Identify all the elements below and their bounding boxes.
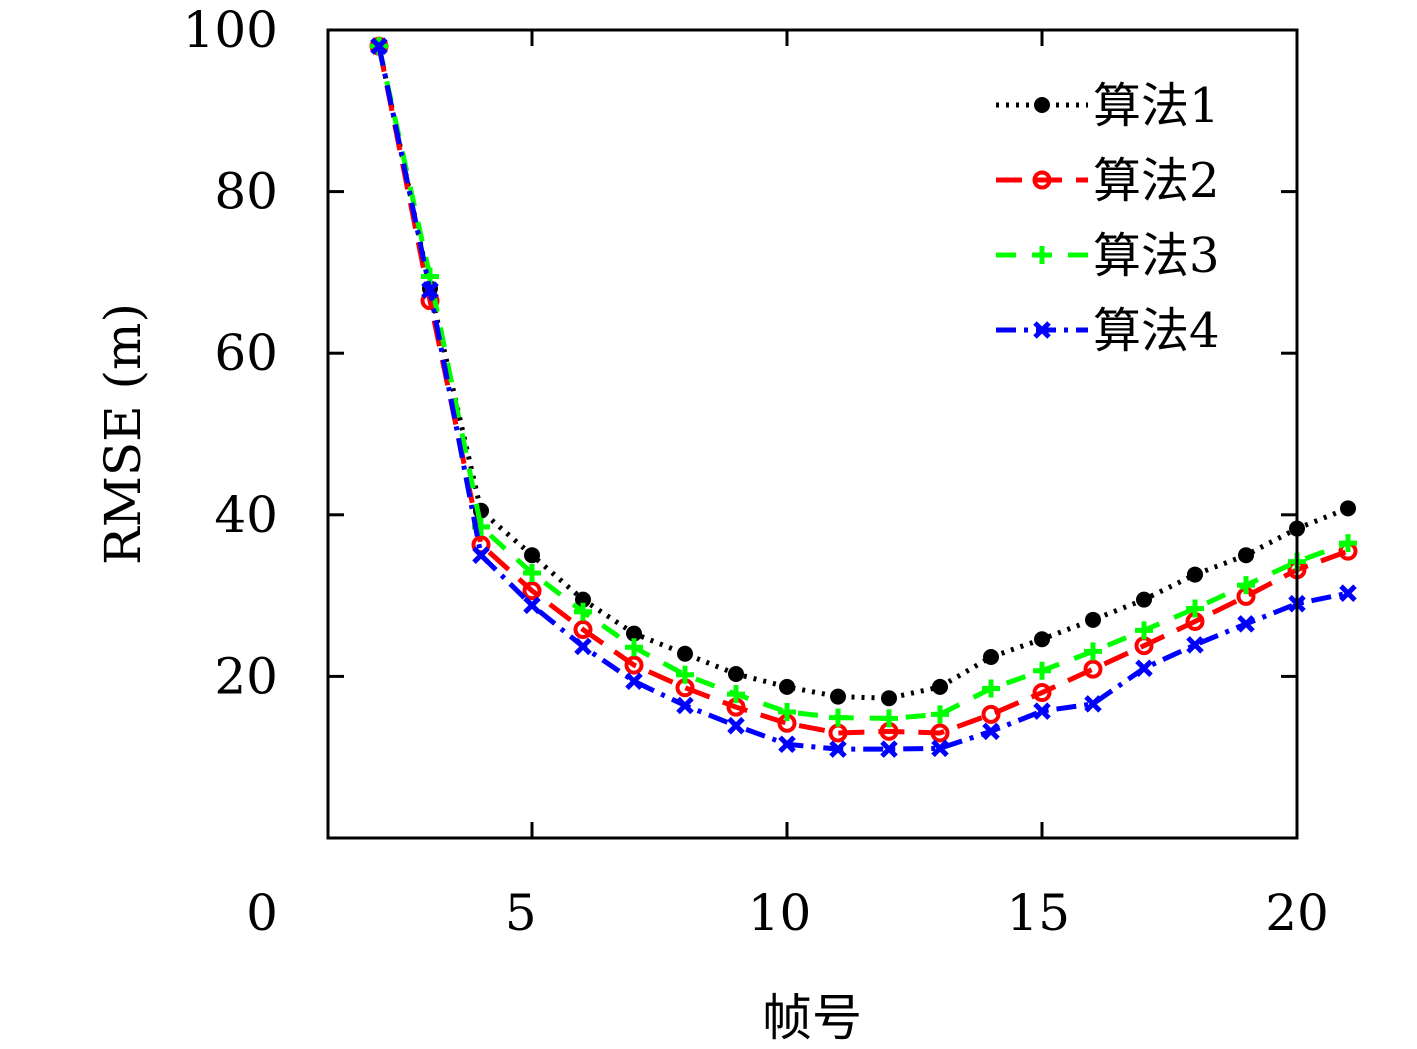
data-point-series-1 bbox=[1187, 566, 1203, 583]
data-point-series-4 bbox=[523, 596, 541, 615]
data-point-series-4 bbox=[931, 739, 949, 758]
x-tick-label: 5 bbox=[505, 884, 537, 942]
data-point-series-2 bbox=[1083, 659, 1103, 679]
x-tick-label: 20 bbox=[1265, 884, 1329, 942]
data-point-series-3 bbox=[574, 602, 592, 621]
data-point-series-1 bbox=[524, 547, 540, 564]
series-line-4 bbox=[376, 45, 1349, 752]
data-point-series-3 bbox=[931, 705, 949, 724]
y-tick-label: 60 bbox=[214, 324, 278, 382]
x-tick-label: 10 bbox=[748, 884, 812, 942]
data-point-series-2 bbox=[522, 581, 542, 601]
data-point-series-4 bbox=[1135, 659, 1153, 678]
data-point-series-3 bbox=[1237, 576, 1255, 595]
data-point-series-4 bbox=[1339, 584, 1357, 602]
data-point-series-1 bbox=[1136, 591, 1152, 608]
data-point-series-3 bbox=[727, 685, 745, 704]
data-point-series-4 bbox=[727, 716, 745, 735]
data-point-series-4 bbox=[1084, 695, 1102, 713]
x-axis-title: 帧号 bbox=[762, 989, 862, 1047]
data-point-series-4 bbox=[421, 281, 439, 299]
series-line-1 bbox=[376, 45, 1349, 701]
y-tick-label: 20 bbox=[214, 647, 278, 705]
data-point-series-1 bbox=[626, 625, 642, 642]
data-point-series-1 bbox=[1034, 631, 1050, 648]
data-point-series-1 bbox=[1238, 547, 1254, 564]
data-point-series-3 bbox=[625, 638, 643, 657]
data-point-series-1 bbox=[728, 665, 744, 682]
data-point-series-4 bbox=[982, 722, 1000, 741]
legend-label-2: 算法2 bbox=[1093, 153, 1220, 209]
axis-ticks: 20 40 60 80 100 0 5 10 15 20 bbox=[183, 1, 1329, 942]
data-point-series-1 bbox=[983, 649, 999, 666]
data-point-series-2 bbox=[981, 704, 1001, 724]
legend: 算法1 算法2 算法3 算法4 bbox=[996, 78, 1220, 359]
data-point-series-4 bbox=[676, 696, 694, 715]
y-tick-label: 100 bbox=[183, 1, 278, 59]
data-point-series-4 bbox=[1237, 615, 1255, 633]
legend-label-1: 算法1 bbox=[1093, 78, 1220, 134]
data-point-series-3 bbox=[1339, 534, 1357, 553]
data-point-series-2 bbox=[1032, 683, 1052, 703]
data-point-series-4 bbox=[625, 672, 643, 691]
data-point-series-4 bbox=[370, 37, 388, 55]
data-point-series-3 bbox=[778, 702, 796, 721]
data-point-series-2 bbox=[930, 723, 950, 743]
data-point-series-4 bbox=[574, 637, 592, 656]
legend-marker-4 bbox=[1033, 321, 1051, 339]
data-point-series-3 bbox=[1084, 642, 1102, 661]
series-line-2 bbox=[376, 45, 1349, 736]
y-axis-title: RMSE (m) bbox=[94, 303, 152, 565]
legend-marker-2 bbox=[1032, 170, 1052, 190]
plot-marks bbox=[369, 36, 1358, 758]
data-point-series-3 bbox=[880, 709, 898, 728]
data-point-series-4 bbox=[1186, 636, 1204, 654]
data-point-series-3 bbox=[1033, 661, 1051, 680]
data-point-series-4 bbox=[472, 546, 490, 564]
data-point-series-2 bbox=[624, 655, 644, 675]
y-tick-label: 80 bbox=[214, 163, 278, 221]
data-point-series-1 bbox=[1340, 500, 1356, 517]
data-point-series-4 bbox=[829, 740, 847, 758]
data-point-series-1 bbox=[881, 690, 897, 707]
data-point-series-3 bbox=[982, 679, 1000, 698]
data-point-series-1 bbox=[575, 591, 591, 608]
legend-label-3: 算法3 bbox=[1093, 228, 1220, 284]
data-point-series-1 bbox=[779, 678, 795, 695]
plot-frame bbox=[326, 28, 1299, 840]
legend-marker-1 bbox=[1034, 97, 1050, 113]
data-point-series-1 bbox=[677, 645, 693, 662]
data-point-series-3 bbox=[1186, 599, 1204, 618]
data-point-series-4 bbox=[1033, 702, 1051, 720]
legend-label-4: 算法4 bbox=[1093, 303, 1220, 359]
data-point-series-1 bbox=[830, 688, 846, 705]
x-tick-label: 0 bbox=[246, 884, 278, 942]
data-point-series-1 bbox=[1085, 611, 1101, 628]
data-point-series-3 bbox=[523, 563, 541, 582]
data-point-series-1 bbox=[932, 678, 948, 695]
data-point-series-3 bbox=[829, 708, 847, 727]
data-point-series-3 bbox=[676, 665, 694, 684]
legend-marker-3 bbox=[1033, 246, 1051, 264]
x-tick-label: 15 bbox=[1006, 884, 1070, 942]
data-point-series-4 bbox=[778, 735, 796, 754]
y-tick-label: 40 bbox=[214, 486, 278, 544]
data-point-series-4 bbox=[880, 740, 898, 758]
data-point-series-2 bbox=[573, 620, 593, 640]
series-line-3 bbox=[376, 45, 1349, 721]
data-point-series-3 bbox=[1135, 621, 1153, 640]
